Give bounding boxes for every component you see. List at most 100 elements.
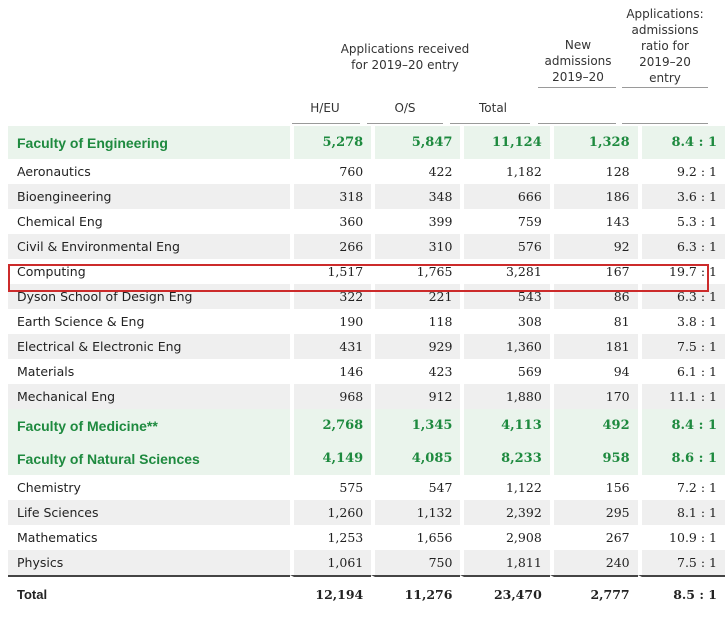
cell-new-admissions: 240 [549, 550, 638, 575]
cell-ratio: 8.5 : 1 [637, 575, 725, 611]
cell-new-admissions: 181 [549, 334, 638, 359]
cell-ratio: 3.6 : 1 [637, 184, 725, 209]
cell-heu: 575 [289, 475, 372, 500]
admissions-table: Faculty of Engineering 5,278 5,847 11,124 1,… [8, 126, 725, 611]
row-name: Chemical Eng [8, 209, 290, 234]
cell-total: 11,124 [460, 126, 550, 159]
table-row: Electrical & Electronic Eng 431 929 1,360 18… [8, 334, 725, 359]
cell-total: 1,811 [460, 550, 550, 575]
faculty-row: Faculty of Medicine** 2,768 1,345 4,113 492 8… [8, 409, 725, 442]
row-name: Faculty of Engineering [8, 126, 290, 159]
row-name: Earth Science & Eng [8, 309, 290, 334]
cell-total: 2,908 [460, 525, 550, 550]
row-name: Aeronautics [8, 159, 290, 184]
cell-total: 308 [460, 309, 550, 334]
table-row: Mechanical Eng 968 912 1,880 170 11.1 : 1 [8, 384, 725, 409]
cell-os: 750 [371, 550, 461, 575]
cell-os: 310 [371, 234, 461, 259]
computing-highlight-box [8, 264, 709, 292]
cell-heu: 190 [289, 309, 372, 334]
table-row: Earth Science & Eng 190 118 308 81 3.8 : 1 [8, 309, 725, 334]
table-row: Dyson School of Design Eng 322 221 543 86 6.3… [8, 284, 725, 309]
cell-heu: 360 [289, 209, 372, 234]
cell-ratio: 9.2 : 1 [637, 159, 725, 184]
cell-ratio: 10.9 : 1 [637, 525, 725, 550]
applications-received-header: Applications received for 2019–20 entry [340, 42, 470, 72]
table-row: Chemical Eng 360 399 759 143 5.3 : 1 [8, 209, 725, 234]
cell-total: 3,281 [460, 259, 550, 284]
cell-heu: 2,768 [289, 409, 372, 442]
cell-total: 1,122 [460, 475, 550, 500]
cell-ratio: 6.3 : 1 [637, 234, 725, 259]
cell-ratio: 8.1 : 1 [637, 500, 725, 525]
cell-os: 912 [371, 384, 461, 409]
cell-new-admissions: 1,328 [549, 126, 638, 159]
cell-heu: 760 [289, 159, 372, 184]
cell-heu: 968 [289, 384, 372, 409]
cell-total: 666 [460, 184, 550, 209]
row-name: Mathematics [8, 525, 290, 550]
cell-os: 399 [371, 209, 461, 234]
cell-new-admissions: 156 [549, 475, 638, 500]
new-admissions-header: New admissions 2019–20 [544, 38, 612, 84]
cell-heu: 318 [289, 184, 372, 209]
cell-total: 2,392 [460, 500, 550, 525]
row-name: Chemistry [8, 475, 290, 500]
cell-heu: 5,278 [289, 126, 372, 159]
row-name: Bioengineering [8, 184, 290, 209]
row-name: Total [8, 575, 290, 611]
cell-heu: 322 [289, 284, 372, 309]
cell-new-admissions: 170 [549, 384, 638, 409]
header-rule-os [367, 123, 443, 124]
header-rule-heu [292, 123, 360, 124]
cell-new-admissions: 267 [549, 525, 638, 550]
row-name: Computing [8, 259, 290, 284]
cell-ratio: 6.1 : 1 [637, 359, 725, 384]
table-row: Mathematics 1,253 1,656 2,908 267 10.9 : 1 [8, 525, 725, 550]
table-row: Chemistry 575 547 1,122 156 7.2 : 1 [8, 475, 725, 500]
cell-os: 1,345 [371, 409, 461, 442]
row-name: Materials [8, 359, 290, 384]
cell-ratio: 8.6 : 1 [637, 442, 725, 475]
cell-new-admissions: 492 [549, 409, 638, 442]
cell-heu: 1,061 [289, 550, 372, 575]
header-rule-total [450, 123, 530, 124]
table-row: Materials 146 423 569 94 6.1 : 1 [8, 359, 725, 384]
cell-total: 759 [460, 209, 550, 234]
table-row: Life Sciences 1,260 1,132 2,392 295 8.1 : 1 [8, 500, 725, 525]
col-heu-header: H/EU [310, 101, 340, 115]
row-name: Faculty of Medicine** [8, 409, 290, 442]
row-name: Electrical & Electronic Eng [8, 334, 290, 359]
cell-os: 1,765 [371, 259, 461, 284]
cell-os: 929 [371, 334, 461, 359]
cell-total: 543 [460, 284, 550, 309]
header-rule-ratio [622, 87, 708, 88]
cell-heu: 4,149 [289, 442, 372, 475]
row-name: Physics [8, 550, 290, 575]
cell-total: 576 [460, 234, 550, 259]
cell-os: 5,847 [371, 126, 461, 159]
col-os-header: O/S [394, 101, 416, 115]
cell-os: 11,276 [371, 575, 461, 611]
cell-os: 1,656 [371, 525, 461, 550]
cell-heu: 431 [289, 334, 372, 359]
cell-new-admissions: 94 [549, 359, 638, 384]
cell-os: 4,085 [371, 442, 461, 475]
cell-heu: 266 [289, 234, 372, 259]
cell-ratio: 6.3 : 1 [637, 284, 725, 309]
row-name: Dyson School of Design Eng [8, 284, 290, 309]
cell-os: 423 [371, 359, 461, 384]
cell-new-admissions: 143 [549, 209, 638, 234]
header-rule-ratio-bottom [622, 123, 708, 124]
cell-ratio: 5.3 : 1 [637, 209, 725, 234]
cell-new-admissions: 295 [549, 500, 638, 525]
cell-heu: 1,253 [289, 525, 372, 550]
cell-new-admissions: 958 [549, 442, 638, 475]
header-rule-new-bottom [538, 123, 616, 124]
row-name: Mechanical Eng [8, 384, 290, 409]
cell-new-admissions: 81 [549, 309, 638, 334]
row-name: Civil & Environmental Eng [8, 234, 290, 259]
cell-total: 1,360 [460, 334, 550, 359]
cell-heu: 146 [289, 359, 372, 384]
cell-ratio: 7.5 : 1 [637, 334, 725, 359]
